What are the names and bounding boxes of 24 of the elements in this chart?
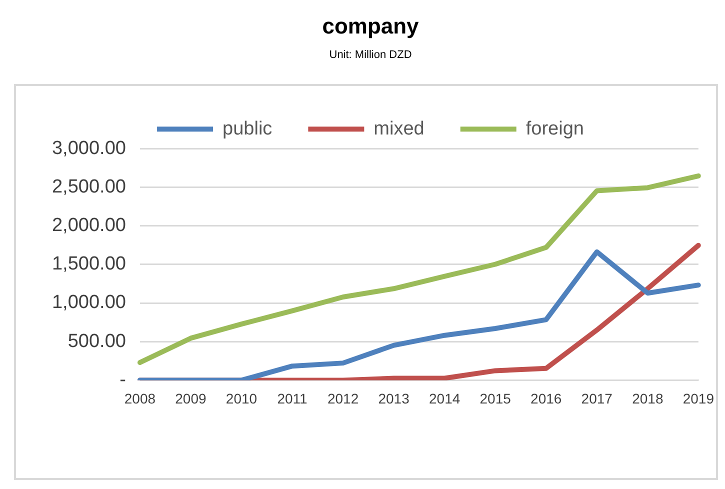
x-tick-label: 2011: [277, 390, 308, 406]
legend-label: foreign: [526, 118, 584, 140]
x-tick-label: 2008: [124, 390, 156, 406]
legend-label: mixed: [374, 118, 424, 140]
x-tick-label: 2012: [327, 390, 359, 406]
chart-title: company: [322, 13, 420, 38]
x-tick-label: 2015: [480, 390, 512, 406]
y-tick-label: 3,000.00: [52, 138, 126, 159]
chart-subtitle: Unit: Million DZD: [329, 49, 412, 62]
x-tick-label: 2013: [378, 390, 410, 406]
y-tick-label: -: [120, 369, 126, 390]
x-tick-label: 2017: [581, 390, 613, 406]
y-tick-label: 500.00: [68, 330, 126, 352]
x-tick-label: 2010: [226, 390, 258, 406]
y-tick-label: 2,500.00: [52, 176, 126, 198]
y-tick-label: 1,500.00: [52, 254, 126, 275]
y-tick-label: 1,000.00: [52, 292, 126, 314]
legend-label: public: [222, 118, 272, 140]
y-tick-label: 2,000.00: [52, 215, 126, 236]
x-tick-label: 2019: [682, 390, 714, 406]
x-tick-label: 2014: [429, 390, 460, 406]
x-tick-label: 2016: [530, 390, 562, 406]
x-tick-label: 2009: [175, 390, 207, 406]
x-tick-label: 2018: [632, 390, 664, 406]
